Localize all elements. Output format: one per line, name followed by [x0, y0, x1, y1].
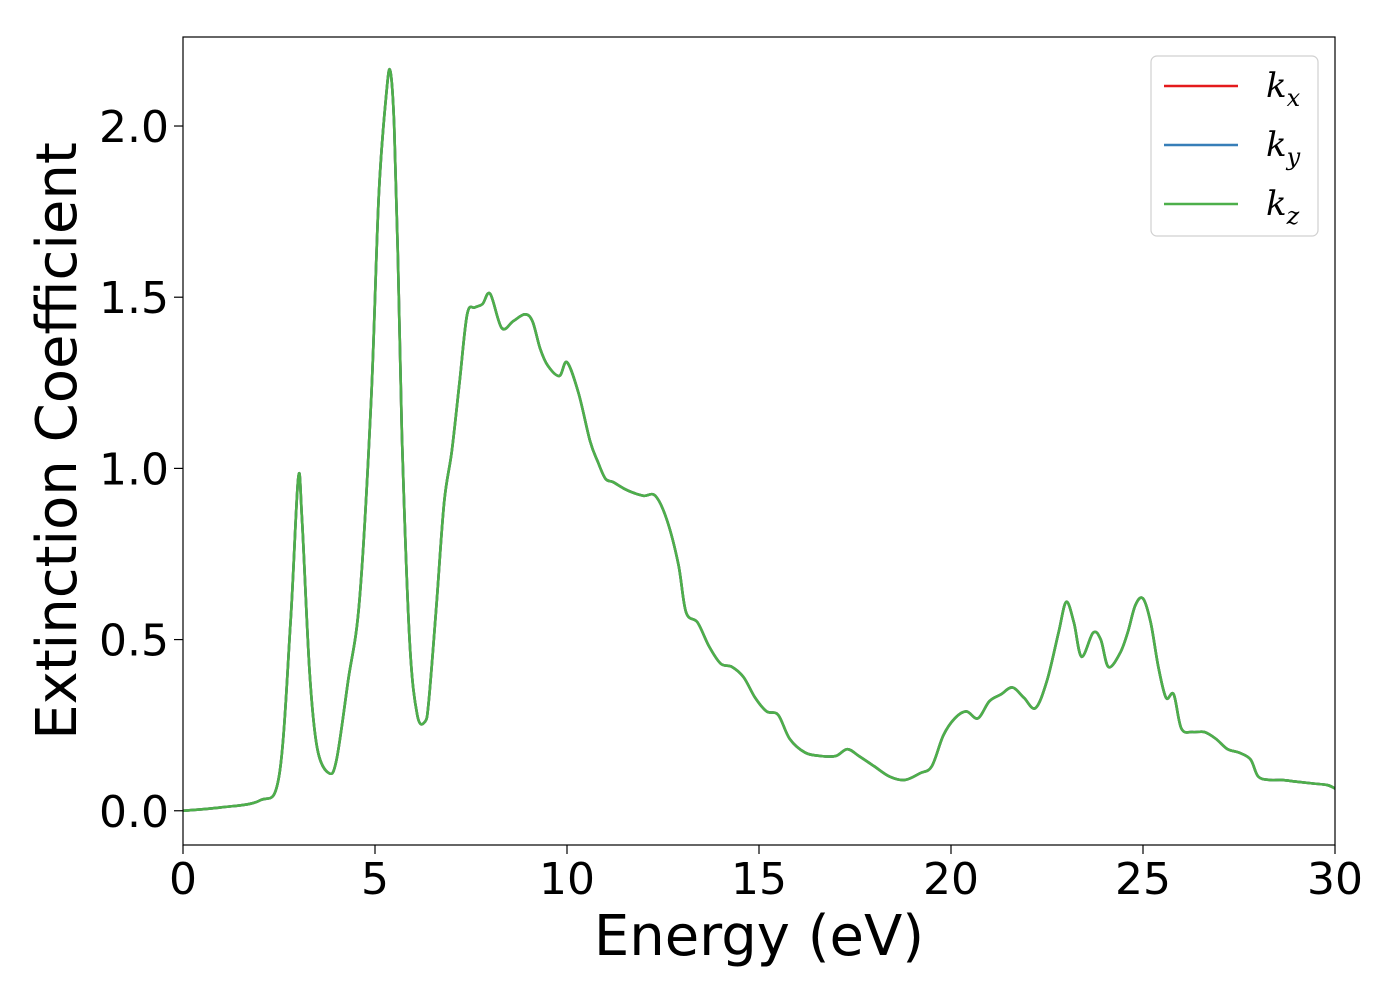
x-tick-label: 25 — [1115, 854, 1171, 905]
series-line-k-z — [182, 67, 1336, 813]
x-axis-label: Energy (eV) — [594, 904, 924, 969]
x-tick-label: 10 — [539, 854, 595, 905]
y-tick-label: 0.0 — [99, 787, 169, 838]
legend-label-k-z: kz — [1266, 184, 1300, 230]
y-tick-label: 2.0 — [99, 102, 169, 153]
y-tick-label: 0.5 — [99, 616, 169, 667]
x-tick-label: 20 — [923, 854, 979, 905]
y-tick-label: 1.5 — [99, 273, 169, 324]
series-layer — [182, 67, 1336, 813]
x-tick-label: 0 — [169, 854, 197, 905]
y-tick-label: 1.0 — [99, 444, 169, 495]
legend-label-k-y: ky — [1266, 125, 1301, 171]
legend: kx ky kz — [1150, 55, 1319, 237]
legend-items: kx ky kz — [1164, 66, 1301, 230]
y-axis-label: Extinction Coefficient — [25, 142, 90, 740]
tick-layer: 0 5 10 15 20 25 30 0.0 0.5 1.0 1.5 2.0 — [99, 102, 1363, 905]
legend-label-k-x: kx — [1266, 66, 1301, 112]
x-tick-label: 30 — [1307, 854, 1363, 905]
x-tick-label: 15 — [731, 854, 787, 905]
x-tick-label: 5 — [361, 854, 389, 905]
